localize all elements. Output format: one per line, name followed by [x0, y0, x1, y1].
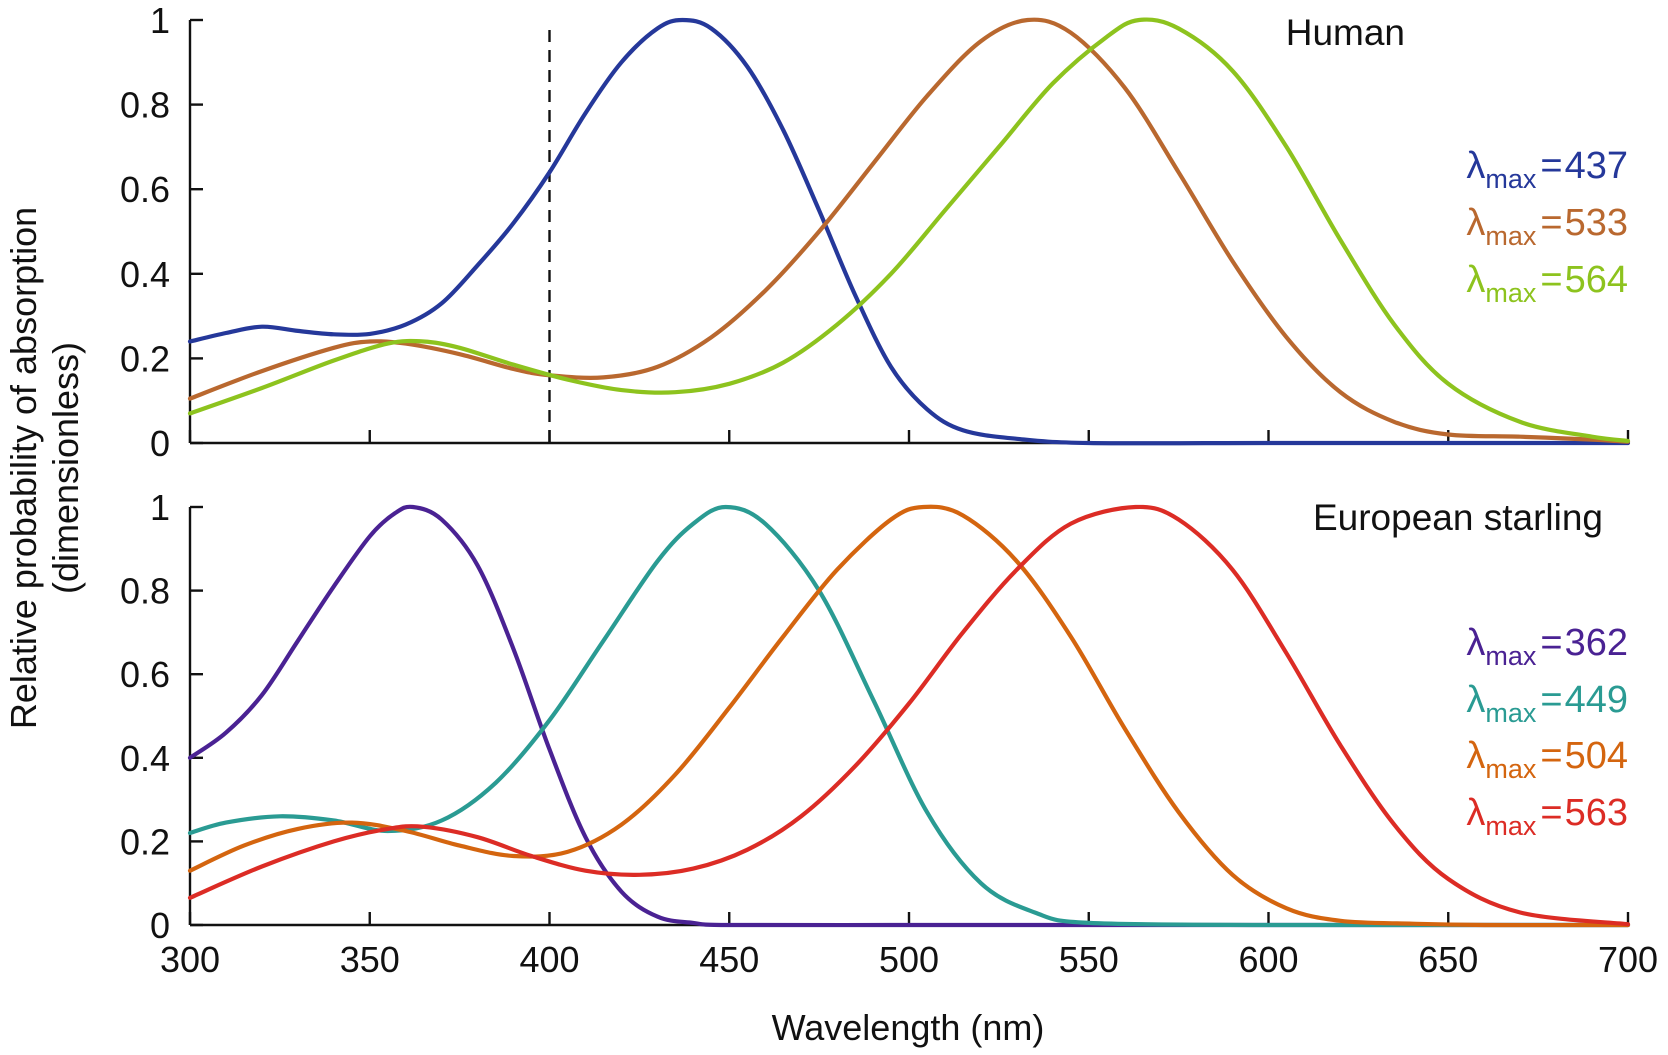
legend-entry-504: λmax =504: [1466, 735, 1628, 784]
legend-entry-563: λmax =563: [1466, 792, 1628, 841]
x-tick-label: 400: [519, 939, 579, 980]
y-tick-label: 1: [150, 0, 170, 41]
x-tick-label: 550: [1059, 939, 1119, 980]
human-panel: Human 0 0.2 0.4 0.6 0.8 1 λmax =437 λmax =533 λma…: [120, 0, 1631, 464]
y-tick-label: 0.4: [120, 738, 170, 779]
y-tick-label: 0.8: [120, 571, 170, 612]
y-tick-label: 0.8: [120, 85, 170, 126]
curve-lambda-504: [187, 504, 1631, 928]
x-tick-label: 500: [879, 939, 939, 980]
y-tick-label: 0.6: [120, 169, 170, 210]
y-axis-title-line2: (dimensionless): [45, 342, 86, 594]
legend-entry-449: λmax =449: [1466, 679, 1628, 728]
curve-lambda-564: [187, 17, 1631, 443]
y-tick-label: 0: [150, 423, 170, 464]
y-axis-title-line1: Relative probability of absorption: [3, 207, 44, 729]
starling-panel: European starling 0 0.2 0.4 0.6 0.8 1 300 350 40…: [120, 487, 1658, 980]
x-tick-label: 350: [340, 939, 400, 980]
curve-lambda-362: [187, 504, 1631, 928]
panel-title-human: Human: [1286, 12, 1405, 53]
curve-lambda-563: [187, 504, 1631, 927]
y-tick-label: 0: [150, 905, 170, 946]
x-tick-label: 650: [1418, 939, 1478, 980]
panel-title-starling: European starling: [1313, 497, 1603, 538]
y-tick-label: 1: [150, 487, 170, 528]
x-tick-label: 700: [1598, 939, 1658, 980]
curve-lambda-437: [187, 17, 1631, 446]
curve-lambda-449: [187, 504, 1631, 928]
legend-entry-437: λmax =437: [1466, 145, 1628, 194]
x-tick-label: 450: [699, 939, 759, 980]
y-tick-label: 0.4: [120, 254, 170, 295]
legend-entry-362: λmax =362: [1466, 622, 1628, 671]
x-tick-label: 600: [1238, 939, 1298, 980]
curve-lambda-533: [187, 17, 1631, 444]
y-tick-label: 0.2: [120, 821, 170, 862]
x-axis-title: Wavelength (nm): [772, 1007, 1045, 1048]
legend-entry-533: λmax =533: [1466, 202, 1628, 251]
x-tick-label: 300: [160, 939, 220, 980]
y-tick-label: 0.2: [120, 338, 170, 379]
y-tick-label: 0.6: [120, 654, 170, 695]
legend-entry-564: λmax =564: [1466, 259, 1628, 308]
